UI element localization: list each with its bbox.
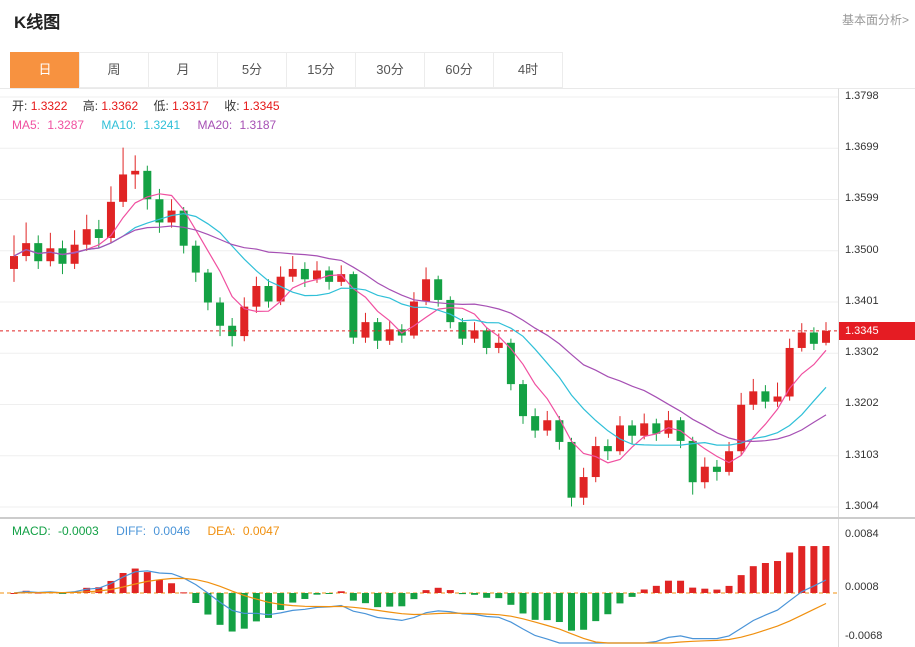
ma20-value: 1.3187 — [239, 118, 277, 132]
price-axis-tick: 1.3302 — [845, 346, 879, 358]
open-label: 开: — [12, 99, 28, 113]
price-axis-tick: 1.3103 — [845, 449, 879, 461]
current-price-tag: 1.3345 — [839, 322, 915, 340]
macd-value: -0.0003 — [58, 524, 99, 538]
close-value: 1.3345 — [242, 99, 280, 113]
dea-value: 0.0047 — [242, 524, 280, 538]
close-label: 收: — [224, 99, 240, 113]
high-value: 1.3362 — [101, 99, 139, 113]
ma10-value: 1.3241 — [143, 118, 181, 132]
tab-week[interactable]: 周 — [79, 52, 149, 88]
price-axis-tick: 1.3798 — [845, 90, 879, 102]
ma5-value: 1.3287 — [47, 118, 85, 132]
price-axis-tick: 1.3004 — [845, 500, 879, 512]
tab-30min[interactable]: 30分 — [355, 52, 425, 88]
ma10-label: MA10: — [101, 118, 137, 132]
price-axis-tick: 1.3599 — [845, 192, 879, 204]
tab-month[interactable]: 月 — [148, 52, 218, 88]
diff-value: 0.0046 — [153, 524, 191, 538]
ohlc-row: 开: 1.3322 高: 1.3362 低: 1.3317 收: 1.3345 — [12, 97, 292, 114]
fundamental-analysis-link[interactable]: 基本面分析> — [841, 13, 909, 27]
price-axis-tick: 1.3202 — [845, 397, 879, 409]
price-axis-tick: 1.3401 — [845, 295, 879, 307]
tab-day[interactable]: 日 — [10, 52, 80, 88]
interval-tabs: 日 周 月 5分 15分 30分 60分 4时 — [10, 52, 563, 88]
tab-15min[interactable]: 15分 — [286, 52, 356, 88]
high-label: 高: — [82, 99, 99, 113]
macd-row: MACD: -0.0003 DIFF: 0.0046 DEA: 0.0047 — [12, 524, 294, 538]
tab-60min[interactable]: 60分 — [424, 52, 494, 88]
dea-label: DEA: — [207, 524, 236, 538]
tab-4hour[interactable]: 4时 — [493, 52, 563, 88]
price-axis-tick: 1.3500 — [845, 244, 879, 256]
macd-axis-tick: -0.0068 — [845, 630, 883, 642]
diff-label: DIFF: — [116, 524, 147, 538]
macd-axis-tick: 0.0084 — [845, 528, 879, 540]
ma20-label: MA20: — [197, 118, 233, 132]
tab-5min[interactable]: 5分 — [217, 52, 287, 88]
macd-label: MACD: — [12, 524, 51, 538]
price-axis-tick: 1.3699 — [845, 141, 879, 153]
page-title: K线图 — [14, 13, 61, 32]
ma5-label: MA5: — [12, 118, 41, 132]
low-label: 低: — [153, 99, 169, 113]
macd-axis-tick: 0.0008 — [845, 581, 879, 593]
ma-row: MA5: 1.3287 MA10: 1.3241 MA20: 1.3187 — [12, 118, 290, 132]
low-value: 1.3317 — [172, 99, 209, 113]
open-value: 1.3322 — [30, 99, 68, 113]
